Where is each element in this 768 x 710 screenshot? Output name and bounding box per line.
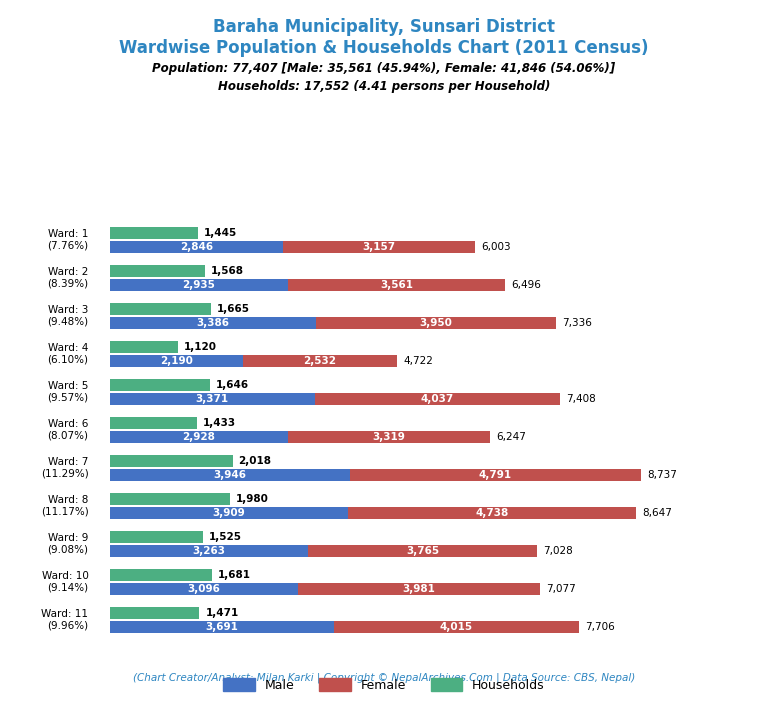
Text: 3,386: 3,386 — [197, 318, 230, 328]
Text: 4,738: 4,738 — [475, 508, 508, 518]
Text: (Chart Creator/Analyst: Milan Karki | Copyright © NepalArchives.Com | Data Sourc: (Chart Creator/Analyst: Milan Karki | Co… — [133, 673, 635, 683]
Text: 3,371: 3,371 — [196, 394, 229, 404]
Text: 7,408: 7,408 — [567, 394, 596, 404]
Text: 3,950: 3,950 — [419, 318, 452, 328]
Bar — [110, 341, 178, 353]
Text: Wardwise Population & Households Chart (2011 Census): Wardwise Population & Households Chart (… — [119, 39, 649, 57]
Text: 1,120: 1,120 — [184, 342, 217, 352]
Text: 7,028: 7,028 — [544, 546, 573, 556]
Text: Ward: 6
(8.07%): Ward: 6 (8.07%) — [48, 420, 88, 441]
Bar — [348, 507, 636, 519]
Text: Ward: 5
(9.57%): Ward: 5 (9.57%) — [48, 381, 88, 403]
Text: 1,471: 1,471 — [205, 608, 239, 618]
Text: 8,737: 8,737 — [647, 470, 677, 480]
Text: 3,096: 3,096 — [187, 584, 220, 594]
Text: Ward: 3
(9.48%): Ward: 3 (9.48%) — [48, 305, 88, 327]
Bar — [110, 265, 205, 277]
Bar — [334, 621, 578, 633]
Text: 2,190: 2,190 — [160, 356, 193, 366]
Bar — [316, 317, 556, 329]
Text: 2,846: 2,846 — [180, 242, 213, 252]
Text: 2,532: 2,532 — [303, 356, 336, 366]
Text: 4,015: 4,015 — [440, 622, 473, 632]
Text: 1,568: 1,568 — [211, 266, 244, 276]
Text: 2,928: 2,928 — [182, 432, 215, 442]
Text: 1,681: 1,681 — [218, 570, 251, 580]
Bar — [110, 241, 283, 253]
Text: Ward: 7
(11.29%): Ward: 7 (11.29%) — [41, 457, 88, 479]
Text: 1,433: 1,433 — [203, 418, 236, 428]
Text: 2,935: 2,935 — [183, 280, 216, 290]
Text: 4,791: 4,791 — [479, 470, 512, 480]
Bar — [110, 493, 230, 505]
Text: 3,691: 3,691 — [206, 622, 239, 632]
Bar — [110, 393, 315, 405]
Text: 3,765: 3,765 — [406, 546, 439, 556]
Text: 4,037: 4,037 — [421, 394, 454, 404]
Text: Ward: 8
(11.17%): Ward: 8 (11.17%) — [41, 496, 88, 517]
Text: 3,909: 3,909 — [212, 508, 245, 518]
Bar — [110, 455, 233, 467]
Bar — [110, 531, 203, 543]
Text: 1,646: 1,646 — [216, 380, 249, 390]
Text: 3,263: 3,263 — [193, 546, 226, 556]
Text: 6,496: 6,496 — [511, 280, 541, 290]
Text: 1,980: 1,980 — [237, 494, 269, 504]
Bar — [110, 621, 334, 633]
Bar — [110, 355, 243, 367]
Text: 3,157: 3,157 — [362, 242, 396, 252]
Bar — [308, 545, 538, 557]
Bar — [315, 393, 561, 405]
Text: 7,706: 7,706 — [584, 622, 614, 632]
Legend: Male, Female, Households: Male, Female, Households — [218, 673, 550, 697]
Text: Ward: 2
(8.39%): Ward: 2 (8.39%) — [48, 267, 88, 289]
Bar — [110, 569, 212, 581]
Text: 7,077: 7,077 — [546, 584, 576, 594]
Text: 1,525: 1,525 — [209, 532, 242, 542]
Bar — [243, 355, 397, 367]
Text: Ward: 1
(7.76%): Ward: 1 (7.76%) — [48, 229, 88, 251]
Text: 6,003: 6,003 — [481, 242, 511, 252]
Bar — [298, 583, 540, 595]
Bar — [110, 303, 211, 315]
Bar — [110, 469, 349, 481]
Bar — [110, 379, 210, 391]
Text: 3,319: 3,319 — [372, 432, 406, 442]
Text: Ward: 10
(9.14%): Ward: 10 (9.14%) — [41, 572, 88, 593]
Bar — [288, 431, 490, 443]
Bar — [110, 431, 288, 443]
Bar — [110, 317, 316, 329]
Text: Baraha Municipality, Sunsari District: Baraha Municipality, Sunsari District — [213, 18, 555, 36]
Bar — [110, 227, 197, 239]
Bar — [110, 507, 348, 519]
Text: Ward: 4
(6.10%): Ward: 4 (6.10%) — [48, 343, 88, 365]
Text: 3,981: 3,981 — [402, 584, 435, 594]
Bar — [110, 545, 308, 557]
Text: Ward: 11
(9.96%): Ward: 11 (9.96%) — [41, 609, 88, 631]
Text: 3,561: 3,561 — [380, 280, 413, 290]
Text: 1,665: 1,665 — [217, 304, 250, 314]
Bar — [110, 279, 288, 291]
Bar — [283, 241, 475, 253]
Text: 4,722: 4,722 — [403, 356, 433, 366]
Text: 8,647: 8,647 — [642, 508, 672, 518]
Text: 1,445: 1,445 — [204, 228, 237, 238]
Text: Households: 17,552 (4.41 persons per Household): Households: 17,552 (4.41 persons per Hou… — [218, 80, 550, 92]
Text: Ward: 9
(9.08%): Ward: 9 (9.08%) — [48, 533, 88, 555]
Bar — [110, 417, 197, 429]
Bar — [110, 583, 298, 595]
Bar — [288, 279, 505, 291]
Bar — [110, 607, 199, 619]
Text: 7,336: 7,336 — [562, 318, 592, 328]
Text: 3,946: 3,946 — [214, 470, 247, 480]
Text: 2,018: 2,018 — [239, 456, 272, 466]
Text: 6,247: 6,247 — [496, 432, 526, 442]
Bar — [349, 469, 641, 481]
Text: Population: 77,407 [Male: 35,561 (45.94%), Female: 41,846 (54.06%)]: Population: 77,407 [Male: 35,561 (45.94%… — [152, 62, 616, 75]
